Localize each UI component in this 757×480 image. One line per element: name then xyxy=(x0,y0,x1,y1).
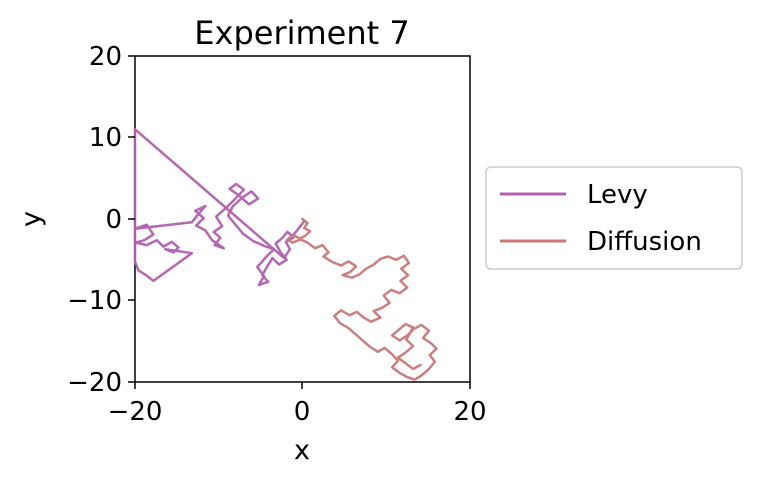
series-line-levy xyxy=(133,128,306,287)
y-tick-label: 0 xyxy=(105,205,122,235)
plot-area xyxy=(133,55,471,383)
x-tick-label: 0 xyxy=(294,397,311,427)
x-axis: −20 0 20 x xyxy=(108,382,487,466)
y-tick-label: 10 xyxy=(89,123,122,153)
series-layer xyxy=(133,128,438,381)
legend-label-levy: Levy xyxy=(587,180,648,210)
y-tick-label: −10 xyxy=(67,286,122,316)
legend: Levy Diffusion xyxy=(485,166,743,270)
y-axis-label: y xyxy=(16,211,47,227)
x-tick-label: 20 xyxy=(453,397,486,427)
y-tick-label: −20 xyxy=(67,368,122,398)
legend-label-diffusion: Diffusion xyxy=(587,227,702,257)
x-tick-label: −20 xyxy=(108,397,163,427)
chart-title: Experiment 7 xyxy=(194,14,409,52)
y-axis: 20 10 0 −10 −20 y xyxy=(16,42,135,398)
y-tick-label: 20 xyxy=(89,42,122,72)
x-axis-label: x xyxy=(294,435,310,466)
series-line-diffusion xyxy=(286,217,438,381)
